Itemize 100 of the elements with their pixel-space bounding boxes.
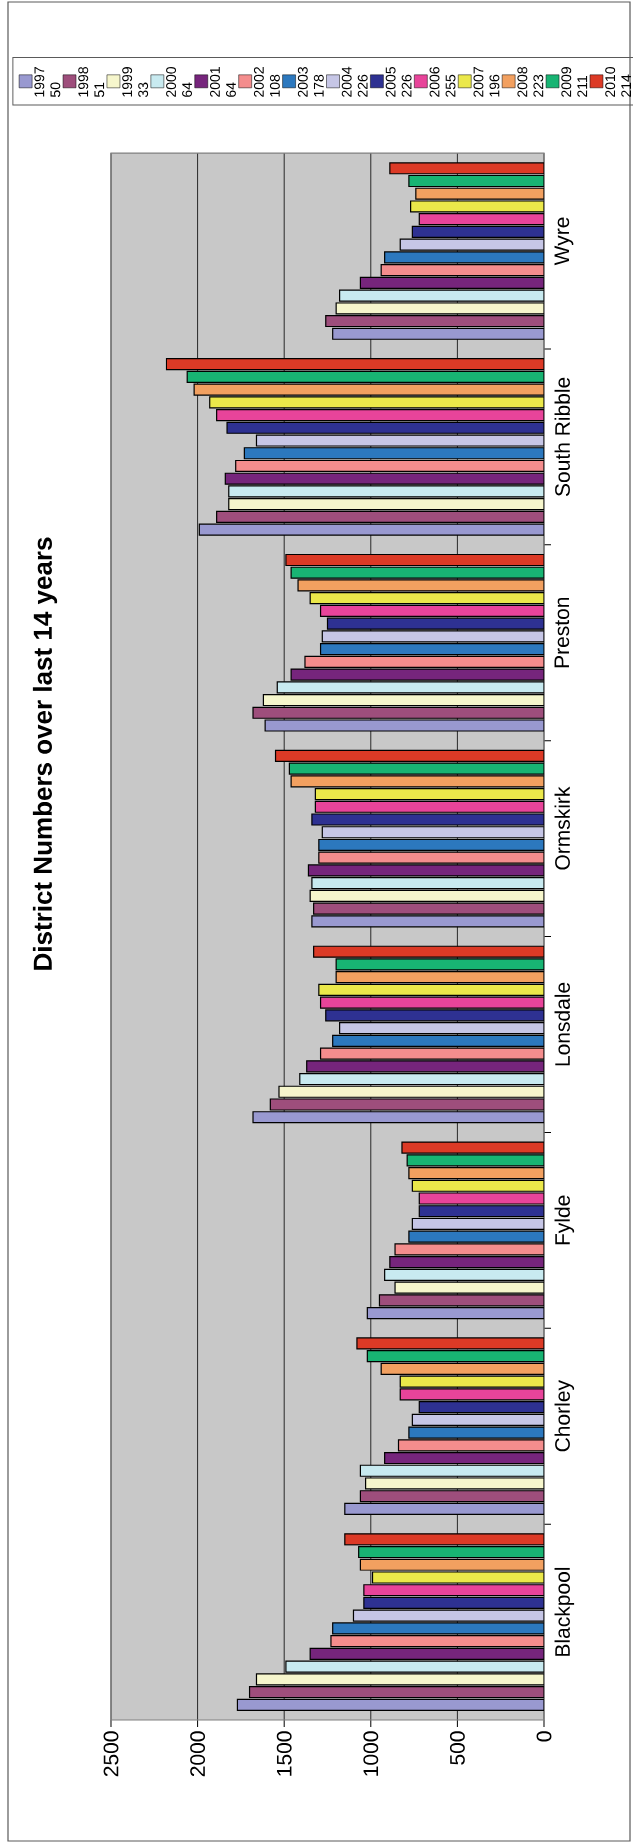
bar (309, 1647, 544, 1660)
bar (330, 1635, 544, 1648)
bar (165, 358, 544, 371)
bar (363, 1596, 544, 1610)
bar (384, 1451, 544, 1465)
bar (415, 187, 544, 200)
bar (278, 1085, 544, 1098)
bar (418, 1401, 544, 1414)
bar (408, 1166, 544, 1180)
bar (248, 1685, 544, 1699)
legend-label: 2008 223 (517, 67, 544, 97)
bar (313, 945, 544, 958)
bar (318, 838, 544, 852)
legend-label: 2005 226 (385, 67, 412, 97)
y-tick-label: Fylde (554, 1195, 575, 1245)
bar (335, 302, 544, 315)
legend-label: 2001 64 (210, 67, 236, 97)
bar (216, 510, 544, 523)
bar (344, 1533, 544, 1546)
legend-label: 1999 33 (122, 67, 149, 98)
bar (224, 472, 544, 485)
x-tick-label: 0 (536, 1731, 552, 1742)
bar (366, 1307, 544, 1320)
bar (243, 447, 544, 460)
bar (359, 1464, 544, 1477)
bar (228, 498, 544, 511)
bar (314, 787, 544, 801)
bar (411, 1179, 544, 1192)
bar (358, 1545, 544, 1559)
y-tick-label: Preston (554, 597, 570, 668)
bar (339, 1022, 544, 1035)
bar (319, 604, 544, 617)
bar (380, 264, 544, 277)
bar (290, 775, 544, 788)
bar (235, 459, 544, 473)
bar (384, 1268, 544, 1281)
bar (321, 826, 544, 839)
bar (309, 592, 544, 605)
y-tick-label: Wyre (554, 217, 574, 266)
bar (335, 971, 544, 984)
y-tick-label: South Ribble (554, 377, 570, 497)
bar (299, 1072, 544, 1086)
bar (332, 1034, 544, 1047)
y-tick-label: Blackpool (554, 1567, 575, 1656)
bar (366, 1350, 544, 1363)
legend-label: 2003 178 (297, 67, 324, 97)
bar (186, 370, 544, 383)
legend-label: 2007 196 (473, 67, 500, 97)
bar (311, 877, 544, 890)
bar (236, 1698, 544, 1711)
bar (389, 162, 544, 175)
legend-label: 2010 214 (605, 66, 631, 97)
y-tick-label: Lonsdale (554, 982, 570, 1066)
legend-label: 1998 51 (78, 67, 105, 97)
bar (406, 1154, 544, 1167)
bar (408, 174, 544, 188)
bar (397, 1439, 544, 1452)
bar (252, 1111, 544, 1124)
legend-label: 2000 64 (166, 66, 193, 97)
bar (332, 327, 544, 340)
bar (209, 396, 544, 409)
bar (276, 681, 544, 694)
x-tick-label: 2000 (190, 1731, 206, 1777)
bar (344, 1502, 544, 1516)
bar (285, 553, 544, 567)
bar (359, 1490, 544, 1503)
y-tick-label: Ormskirk (554, 786, 570, 870)
bar (359, 1558, 544, 1571)
bar (418, 213, 544, 226)
bar (226, 421, 544, 434)
bar (290, 566, 544, 579)
bar (318, 983, 544, 996)
legend-label: 2009 211 (561, 67, 588, 97)
bar (319, 643, 544, 656)
bar (411, 1413, 544, 1426)
bar (363, 1584, 544, 1597)
y-tick-label: Chorley (554, 1380, 575, 1452)
text: District Numbers over last 14 years (32, 537, 58, 970)
x-tick-label: 500 (449, 1731, 465, 1765)
x-tick-label: 1500 (276, 1731, 292, 1776)
bar (325, 314, 544, 328)
legend-label: 2006 255 (429, 67, 456, 97)
bar (274, 749, 544, 762)
bar (304, 655, 544, 668)
bar (411, 1217, 544, 1231)
bar (380, 1362, 544, 1375)
bar (318, 851, 544, 864)
bar (352, 1609, 544, 1622)
legend-label: 2002 108 (253, 67, 280, 97)
bar (359, 276, 544, 289)
x-tick-label: 1000 (363, 1731, 379, 1776)
legend-label: 1997 50 (34, 67, 61, 97)
bar (216, 408, 544, 422)
bar (252, 706, 544, 719)
bar (262, 693, 544, 707)
bar (389, 1256, 544, 1269)
bar (411, 225, 544, 239)
bar (309, 889, 544, 902)
x-tick-label: 2500 (103, 1731, 119, 1777)
bar (314, 800, 544, 813)
